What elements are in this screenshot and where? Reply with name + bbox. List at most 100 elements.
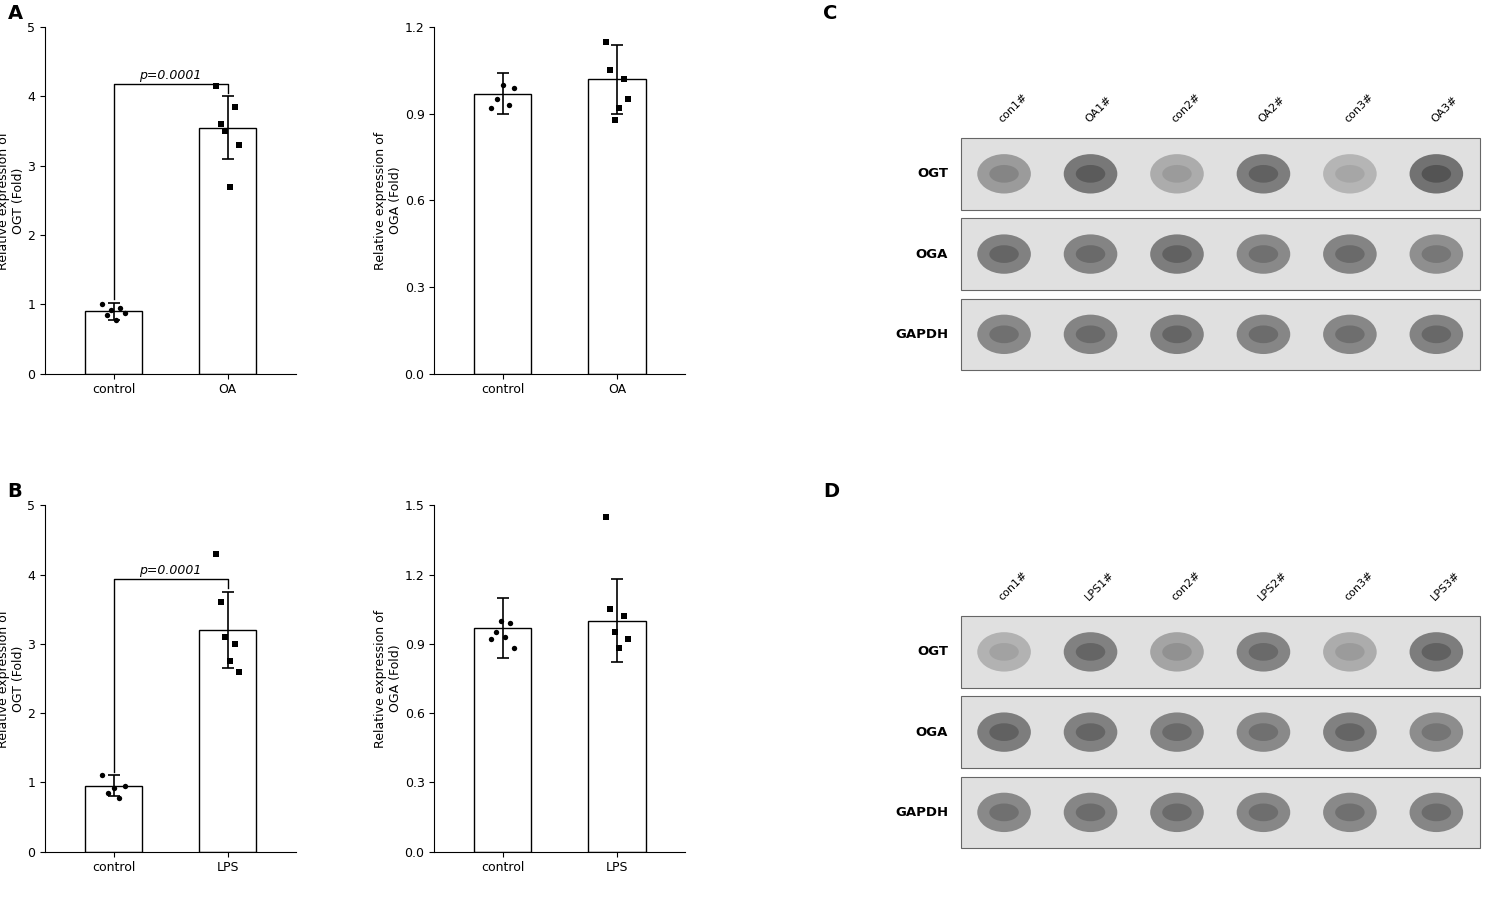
Bar [474, 93, 531, 373]
Ellipse shape [1076, 643, 1105, 660]
Text: GAPDH: GAPDH [895, 805, 949, 819]
Text: LPS3#: LPS3# [1429, 569, 1462, 602]
Ellipse shape [1336, 325, 1364, 343]
Text: con2#: con2# [1169, 92, 1202, 124]
Ellipse shape [1249, 246, 1279, 263]
Ellipse shape [989, 325, 1019, 343]
Point [227, 138, 251, 152]
Point [209, 117, 233, 131]
Text: p=0.0001: p=0.0001 [140, 69, 201, 82]
Ellipse shape [1150, 314, 1204, 354]
Ellipse shape [977, 712, 1031, 752]
Point [107, 790, 131, 805]
Ellipse shape [1150, 235, 1204, 274]
Text: p=0.0001: p=0.0001 [140, 564, 201, 577]
Bar [86, 786, 143, 852]
Y-axis label: Relative expression of
OGA (Fold): Relative expression of OGA (Fold) [374, 610, 402, 747]
Ellipse shape [1150, 154, 1204, 194]
Ellipse shape [1162, 325, 1192, 343]
Point [99, 303, 123, 317]
Y-axis label: Relative expression of
OGA (Fold): Relative expression of OGA (Fold) [374, 131, 402, 269]
Point [494, 630, 518, 644]
Text: LPS1#: LPS1# [1084, 569, 1117, 602]
Ellipse shape [1421, 723, 1451, 741]
Text: con2#: con2# [1169, 569, 1202, 602]
Text: LPS2#: LPS2# [1256, 569, 1289, 602]
Ellipse shape [1421, 325, 1451, 343]
Ellipse shape [989, 246, 1019, 263]
Bar [588, 79, 645, 373]
Point [608, 101, 632, 115]
Text: con3#: con3# [1343, 570, 1375, 602]
Ellipse shape [1064, 235, 1117, 274]
FancyBboxPatch shape [961, 616, 1480, 688]
Point [503, 641, 527, 656]
Ellipse shape [1237, 632, 1291, 671]
FancyBboxPatch shape [961, 218, 1480, 290]
Bar [200, 630, 257, 852]
Point [113, 778, 137, 793]
Text: OGA: OGA [916, 247, 949, 261]
Ellipse shape [1322, 314, 1376, 354]
Ellipse shape [1421, 165, 1451, 183]
Ellipse shape [1064, 314, 1117, 354]
Ellipse shape [1162, 804, 1192, 821]
Text: OGT: OGT [917, 168, 949, 180]
Text: con3#: con3# [1343, 92, 1375, 124]
Ellipse shape [1336, 723, 1364, 741]
Point [213, 630, 237, 644]
Ellipse shape [1409, 314, 1463, 354]
Point [597, 602, 621, 616]
Ellipse shape [1336, 246, 1364, 263]
Ellipse shape [1064, 712, 1117, 752]
Point [485, 92, 509, 107]
Point [96, 786, 120, 800]
FancyBboxPatch shape [961, 697, 1480, 768]
Point [503, 81, 527, 95]
Text: C: C [823, 4, 838, 23]
Ellipse shape [1336, 165, 1364, 183]
Ellipse shape [1150, 632, 1204, 671]
Ellipse shape [1322, 154, 1376, 194]
Ellipse shape [1409, 632, 1463, 671]
Text: con1#: con1# [997, 92, 1030, 124]
Ellipse shape [977, 793, 1031, 832]
FancyBboxPatch shape [961, 776, 1480, 848]
Point [218, 654, 242, 669]
Point [213, 124, 237, 139]
Point [603, 112, 627, 127]
Ellipse shape [1162, 246, 1192, 263]
Point [222, 100, 246, 114]
Point [498, 616, 522, 631]
Point [497, 98, 521, 112]
Y-axis label: Relative expression of
OGT (Fold): Relative expression of OGT (Fold) [0, 610, 24, 747]
Point [617, 92, 641, 107]
Ellipse shape [1409, 712, 1463, 752]
Point [617, 631, 641, 646]
Ellipse shape [1322, 793, 1376, 832]
Point [612, 609, 636, 623]
Ellipse shape [1336, 804, 1364, 821]
Point [227, 664, 251, 679]
Text: OA3#: OA3# [1429, 94, 1459, 124]
Ellipse shape [1421, 246, 1451, 263]
Point [204, 546, 228, 561]
Ellipse shape [977, 235, 1031, 274]
Ellipse shape [1237, 235, 1291, 274]
Ellipse shape [1249, 165, 1279, 183]
Bar [474, 628, 531, 852]
Point [597, 63, 621, 78]
Point [488, 613, 512, 628]
Point [479, 631, 503, 646]
Ellipse shape [977, 154, 1031, 194]
Text: GAPDH: GAPDH [895, 328, 949, 341]
Y-axis label: Relative expression of
OGT (Fold): Relative expression of OGT (Fold) [0, 131, 24, 269]
Ellipse shape [1076, 246, 1105, 263]
Ellipse shape [1237, 314, 1291, 354]
Point [104, 313, 128, 327]
Bar [86, 312, 143, 373]
Ellipse shape [989, 804, 1019, 821]
Ellipse shape [1150, 712, 1204, 752]
Bar [588, 621, 645, 852]
FancyBboxPatch shape [961, 138, 1480, 209]
